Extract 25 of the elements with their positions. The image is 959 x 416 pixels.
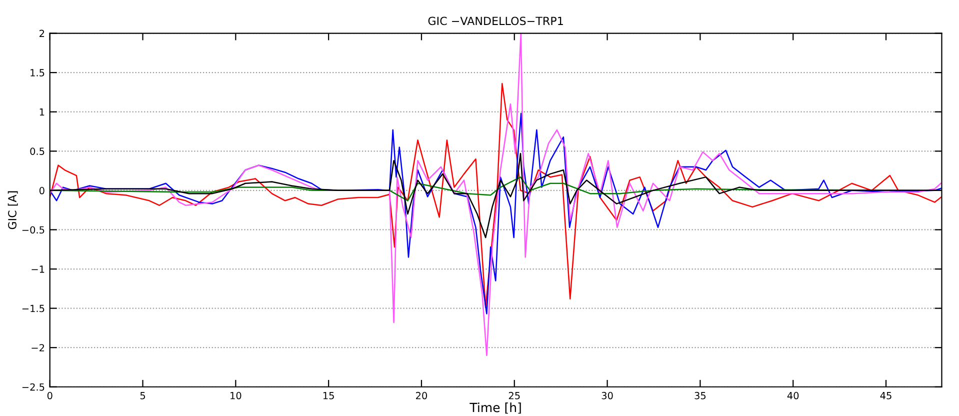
x-tick-label: 0 [47,392,52,400]
x-tick-label: 35 [694,392,706,400]
x-tick-label: 40 [787,392,799,400]
y-tick-label: −2.5 [22,383,44,391]
y-tick-label: 0 [39,186,44,194]
chart-title: GIC −VANDELLOS−TRP1 [428,16,563,26]
y-tick-label: 2 [40,30,44,37]
x-tick-label: 20 [416,392,428,400]
y-tick-label: 1 [40,108,44,116]
y-axis-title: GIC [A] [8,191,18,230]
y-tick-label: −2 [32,344,44,352]
y-tick-label: −1.5 [22,304,44,312]
y-tick-label: 0.5 [30,148,44,155]
x-tick-label: 5 [140,392,146,400]
y-tick-label: 1.5 [30,69,44,76]
x-tick-label: 30 [602,392,613,400]
y-tick-label: −0.5 [22,226,44,234]
line-series [50,82,942,308]
line-series [50,112,942,314]
x-tick-label: 45 [880,392,892,400]
y-tick-label: −1 [32,266,44,273]
x-tick-label: 25 [508,392,520,400]
x-tick-label: 15 [323,392,334,400]
x-axis-title: Time [h] [470,402,521,414]
x-tick-label: 10 [230,392,242,400]
